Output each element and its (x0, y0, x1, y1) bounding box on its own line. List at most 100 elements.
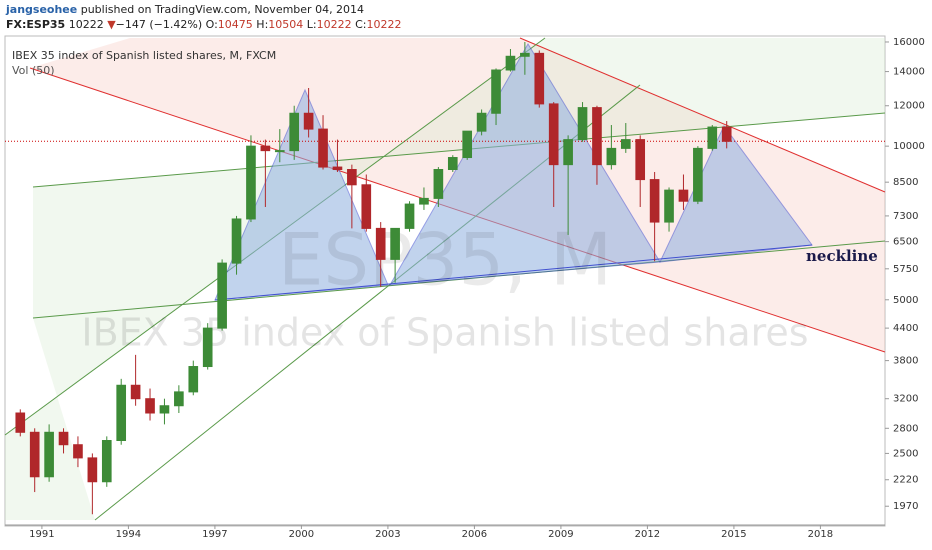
symbol: FX:ESP35 (6, 18, 66, 31)
right-shoulder (659, 125, 813, 263)
ohlc-label: H: (256, 18, 269, 31)
candle-body (707, 126, 718, 149)
neckline (214, 244, 813, 301)
candle-body (505, 55, 516, 71)
header: jangseohee published on TradingView.com,… (6, 2, 402, 32)
candle-body (87, 457, 98, 483)
candle-body (347, 169, 357, 186)
candle-body (101, 440, 112, 483)
y-tick-label: 10000 (893, 141, 925, 152)
candle-body (635, 139, 646, 181)
candle-body (563, 139, 573, 166)
y-tick-label: 12000 (893, 101, 925, 112)
y-tick-label: 5000 (893, 295, 918, 306)
indicator: Vol (50) (12, 64, 55, 77)
change: −147 (−1.42%) (115, 18, 203, 31)
candle-body (145, 398, 155, 414)
ohlc-value: 10504 (268, 18, 304, 31)
candle-body (375, 227, 386, 260)
x-tick-label: 2006 (462, 529, 487, 540)
candle-body (174, 391, 184, 407)
candle-body (462, 130, 473, 159)
y-tick-label: 2220 (893, 475, 918, 486)
candle-body (664, 189, 674, 223)
y-tick-label: 3200 (893, 394, 918, 405)
candle-body (260, 145, 271, 152)
candle-body (548, 103, 559, 166)
drawings (4, 37, 886, 521)
ohlc-value: 10222 (316, 18, 352, 31)
candle-body (520, 52, 530, 57)
green-channel-line (32, 112, 886, 188)
candle-body (116, 384, 127, 442)
x-tick-label: 2012 (635, 529, 660, 540)
candle-body (73, 444, 83, 459)
x-tick-label: 2000 (289, 529, 314, 540)
y-tick-label: 8500 (893, 177, 918, 188)
candle-body (44, 431, 54, 478)
candle-body (534, 52, 545, 105)
quote-line: FX:ESP35 10222 ▼−147 (−1.42%) O:10475 H:… (6, 17, 402, 32)
y-tick-label: 7300 (893, 211, 918, 222)
author[interactable]: jangseohee (6, 3, 78, 16)
x-tick-label: 1997 (202, 529, 227, 540)
candle-body (693, 147, 703, 202)
y-tick-label: 1970 (893, 501, 918, 512)
y-tick-label: 5750 (893, 264, 918, 275)
candle-body (15, 412, 26, 433)
candle-body (274, 150, 285, 153)
candle-body (217, 262, 227, 329)
x-tick-label: 1994 (116, 529, 141, 540)
watermark: IBEX 35 index of Spanish listed shares (81, 311, 808, 355)
x-tick-label: 2009 (548, 529, 573, 540)
candle-body (404, 203, 415, 229)
y-tick-label: 3800 (893, 356, 918, 367)
candle-body (476, 112, 487, 132)
chart-title: IBEX 35 index of Spanish listed shares, … (12, 49, 276, 62)
candle-body (303, 112, 314, 130)
last: 10222 (68, 18, 104, 31)
candle-body (29, 431, 40, 478)
x-tick-label: 1991 (29, 529, 54, 540)
candle-body (620, 139, 631, 149)
plot-frame (4, 35, 886, 527)
y-tick-label: 6500 (893, 237, 918, 248)
candle-body (202, 327, 213, 368)
candle-body (361, 184, 372, 229)
candle-body (130, 384, 141, 400)
ohlc-value: 10475 (217, 18, 253, 31)
candle-body (433, 169, 444, 199)
candle-body (447, 157, 458, 171)
candle-body (58, 431, 69, 446)
candle-body (592, 107, 602, 166)
candle-body (721, 126, 732, 142)
candle-body (678, 189, 689, 202)
red-channel-line (519, 37, 886, 193)
candle-body (231, 218, 242, 264)
ohlc-label: O: (205, 18, 218, 31)
candle-body (289, 112, 300, 152)
candle-body (332, 166, 343, 171)
y-tick-label: 2800 (893, 423, 918, 434)
candle-body (577, 107, 588, 141)
publish-line: jangseohee published on TradingView.com,… (6, 2, 402, 17)
candle-body (606, 147, 617, 166)
candle-body (390, 227, 400, 260)
x-tick-label: 2018 (808, 529, 833, 540)
green-channel-fill (5, 38, 885, 520)
ohlc-label: C: (355, 18, 367, 31)
x-tick-label: 2015 (721, 529, 746, 540)
ohlc: O:10475 H:10504 L:10222 C:10222 (206, 18, 402, 31)
candle-body (246, 145, 256, 220)
candle-body (419, 197, 429, 205)
candle-body (159, 405, 170, 414)
published: published on TradingView.com, November 0… (80, 3, 365, 16)
arrow: ▼ (107, 18, 116, 31)
ohlc-label: L: (306, 18, 317, 31)
candle-body (649, 179, 660, 223)
y-tick-label: 14000 (893, 67, 925, 78)
ohlc-value: 10222 (366, 18, 402, 31)
candle-body (491, 69, 501, 114)
